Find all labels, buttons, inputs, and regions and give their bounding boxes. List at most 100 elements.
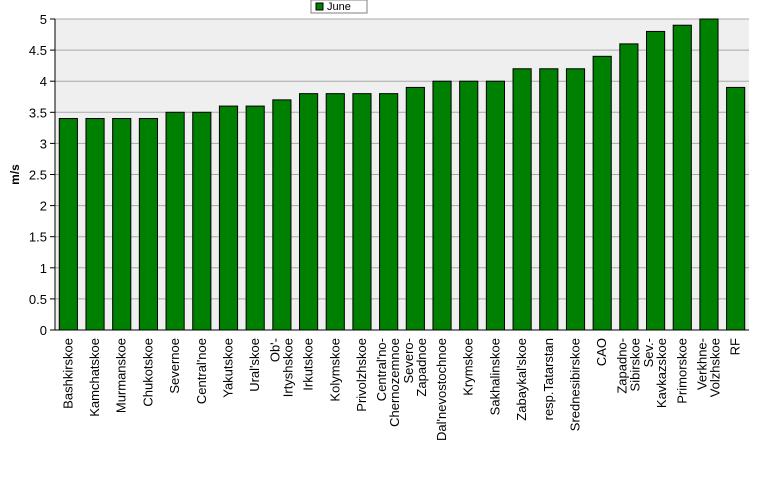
x-category-label: Severo-Zapadnoe	[401, 338, 429, 397]
bar[interactable]	[245, 105, 265, 331]
x-category-label: Chukotskoe	[140, 338, 155, 407]
bar[interactable]	[512, 68, 532, 331]
bar[interactable]	[565, 68, 586, 331]
bar[interactable]	[672, 24, 692, 331]
bar[interactable]	[299, 93, 319, 331]
x-category-label: Kolymskoe	[327, 338, 342, 402]
x-category-label-line: Verkhne-	[694, 338, 709, 390]
x-category-label-line: Dal'nevostochnoe	[434, 338, 449, 441]
x-category-label: Central'no-Chernozemnoe	[374, 338, 402, 427]
x-category-label: Ural'skoe	[247, 338, 262, 392]
bar[interactable]	[405, 86, 425, 331]
y-tick-label: 1.5	[29, 230, 47, 245]
x-category-label: Sakhalinskoe	[487, 338, 502, 415]
x-category-label: Srednesibirskoe	[568, 338, 583, 431]
x-category-label-line: Sev.-	[641, 338, 656, 367]
bar[interactable]	[272, 99, 292, 331]
x-category-label-line: Volzhskoe	[707, 338, 722, 397]
bar[interactable]	[58, 118, 78, 331]
x-category-label-line: Zapadno-	[614, 338, 629, 394]
bar[interactable]	[699, 18, 719, 331]
x-category-label-line: Murmanskoe	[114, 338, 129, 413]
legend-swatch-june	[315, 2, 324, 11]
bar[interactable]	[592, 55, 612, 331]
bar[interactable]	[646, 30, 666, 331]
x-category-label-line: Kolymskoe	[327, 338, 342, 402]
x-category-label: Ob'-Irtyshskoe	[267, 338, 295, 397]
x-category-label: Krymskoe	[461, 338, 476, 396]
y-tick-label: 4.5	[29, 43, 47, 58]
x-category-label-line: Kavkazskoe	[654, 338, 669, 408]
bar[interactable]	[138, 118, 158, 331]
bar[interactable]	[85, 118, 105, 331]
x-category-label: Murmanskoe	[114, 338, 129, 413]
x-category-label-line: Chukotskoe	[140, 338, 155, 407]
x-category-label: Dal'nevostochnoe	[434, 338, 449, 441]
x-category-label-line: Sakhalinskoe	[487, 338, 502, 415]
x-category-label: Severnoe	[167, 338, 182, 394]
x-category-label: Central'noe	[194, 338, 209, 404]
x-category-label-line: Central'no-	[374, 338, 389, 401]
legend-box	[310, 0, 368, 14]
y-tick-label: 0.5	[29, 292, 47, 307]
bar[interactable]	[539, 68, 559, 331]
bar[interactable]	[619, 43, 639, 331]
bar[interactable]	[112, 118, 132, 331]
bar[interactable]	[192, 111, 212, 331]
x-category-label-line: Irtyshskoe	[280, 338, 295, 397]
bar[interactable]	[459, 80, 479, 331]
bar-series-june	[58, 18, 746, 331]
y-tick-label: 0	[40, 323, 47, 338]
x-category-label-line: Primorskoe	[674, 338, 689, 404]
x-category-label-line: Chernozemnoe	[387, 338, 402, 427]
x-category-label: Sev.-Kavkazskoe	[641, 338, 669, 408]
bar[interactable]	[325, 93, 345, 331]
y-tick-labels: 0 0.5 1 1.5 2 2.5 3 3.5 4 4.5 5	[29, 12, 55, 338]
x-category-label-line: Srednesibirskoe	[568, 338, 583, 431]
x-category-labels: Bashkirskoe Kamchatskoe Murmanskoe Chukotsk…	[60, 338, 742, 441]
x-category-label-line: RF	[728, 338, 743, 355]
x-category-label-line: Kamchatskoe	[87, 338, 102, 417]
bar[interactable]	[352, 93, 372, 331]
y-tick-label: 5	[40, 12, 47, 27]
bar[interactable]	[218, 105, 239, 331]
y-tick-label: 3	[40, 136, 47, 151]
x-category-label-line: CAO	[594, 338, 609, 366]
x-category-label-line: Yakutskoe	[221, 338, 236, 398]
x-category-label: Irkutskoe	[301, 338, 316, 391]
x-category-label: Privolzhskoe	[354, 338, 369, 412]
y-tick-label: 4	[40, 74, 47, 89]
x-category-label: resp.Tatarstan	[541, 338, 556, 420]
x-category-label: Zabaykal'skoe	[514, 338, 529, 421]
x-category-label: Bashkirskoe	[60, 338, 75, 409]
legend-label-june: June	[327, 1, 351, 13]
bar[interactable]	[379, 93, 399, 331]
bar[interactable]	[432, 80, 452, 331]
x-category-label-line: Bashkirskoe	[60, 338, 75, 409]
legend[interactable]: June	[310, 0, 368, 14]
bar[interactable]	[485, 80, 505, 331]
x-category-label: Zapadno-Sibirskoe	[614, 338, 642, 394]
x-category-label-line: Severo-	[401, 338, 416, 384]
x-category-label-line: Severnoe	[167, 338, 182, 394]
x-category-label-line: Zabaykal'skoe	[514, 338, 529, 421]
x-category-label: RF	[728, 338, 743, 355]
bar[interactable]	[165, 111, 185, 331]
x-category-label-line: Privolzhskoe	[354, 338, 369, 412]
x-category-label: Yakutskoe	[221, 338, 236, 398]
x-category-label: CAO	[594, 338, 609, 366]
x-category-label: Primorskoe	[674, 338, 689, 404]
bar[interactable]	[726, 86, 746, 331]
x-category-label-line: Krymskoe	[461, 338, 476, 396]
x-category-label-line: Central'noe	[194, 338, 209, 404]
y-tick-label: 2	[40, 199, 47, 214]
y-tick-label: 3.5	[29, 105, 47, 120]
x-category-label-line: Ural'skoe	[247, 338, 262, 392]
y-axis-title: m/s	[8, 164, 22, 185]
x-category-label: Verkhne-Volzhskoe	[694, 338, 722, 397]
x-category-label-line: Ob'-	[267, 338, 282, 362]
y-tick-label: 1	[40, 261, 47, 276]
x-category-label-line: Irkutskoe	[301, 338, 316, 391]
